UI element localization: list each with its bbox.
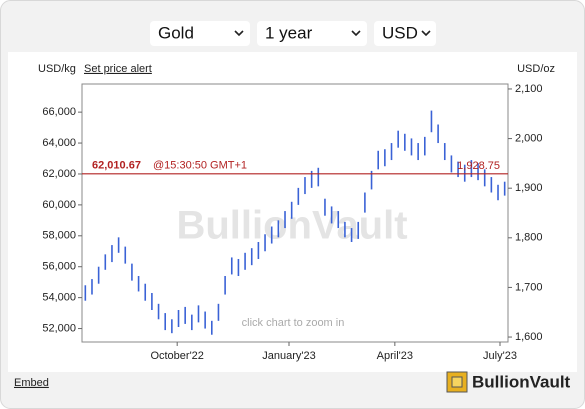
price-label: 62,010.67 [92,160,141,172]
select-box[interactable] [374,21,436,46]
chevron [351,30,361,37]
x-tick-label: October'22 [150,350,203,362]
chart-panel [8,52,577,372]
y2-tick-label: 1,700 [515,281,543,293]
y2-tick-label: 1,900 [515,182,543,194]
price-oz-label: 1,928.75 [457,160,500,172]
chevron [421,30,431,37]
period-select[interactable]: 1 year [257,21,367,46]
y-tick-label: 62,000 [42,168,76,180]
price-alert-link[interactable]: Set price alert [84,63,152,75]
y-tick-label: 52,000 [42,322,76,334]
y-tick-label: 58,000 [42,230,76,242]
logo[interactable]: BullionVault [446,371,571,393]
chevron [234,30,244,37]
x-tick-label: July'23 [483,350,517,362]
logo-icon-inner [451,376,463,388]
y-tick-label: 66,000 [42,106,76,118]
y2-tick-label: 2,000 [515,132,543,144]
embed-link[interactable]: Embed [14,377,49,389]
y2-tick-label: 1,800 [515,232,543,244]
y-tick-label: 64,000 [42,137,76,149]
left-unit: USD/kg [38,63,76,75]
plot-frame [81,83,509,343]
select-text[interactable]: 1 year [265,23,313,42]
metal-select[interactable]: Gold [150,21,250,46]
zoom-hint: click chart to zoom in [242,317,345,329]
select-box[interactable] [257,21,367,46]
right-unit: USD/oz [517,63,555,75]
y-tick-label: 54,000 [42,292,76,304]
select-text[interactable]: Gold [158,23,194,42]
y-tick-label: 56,000 [42,261,76,273]
select-box[interactable] [150,21,250,46]
select-text[interactable]: USD [382,23,418,42]
y2-tick-label: 2,100 [515,83,543,95]
x-tick-label: January'23 [262,350,315,362]
logo-text[interactable]: BullionVault [472,372,571,391]
y-tick-label: 60,000 [42,199,76,211]
currency-select[interactable]: USD [374,21,436,46]
y2-tick-label: 1,600 [515,331,543,343]
x-tick-label: April'23 [377,350,413,362]
price-time: @15:30:50 GMT+1 [153,160,247,172]
